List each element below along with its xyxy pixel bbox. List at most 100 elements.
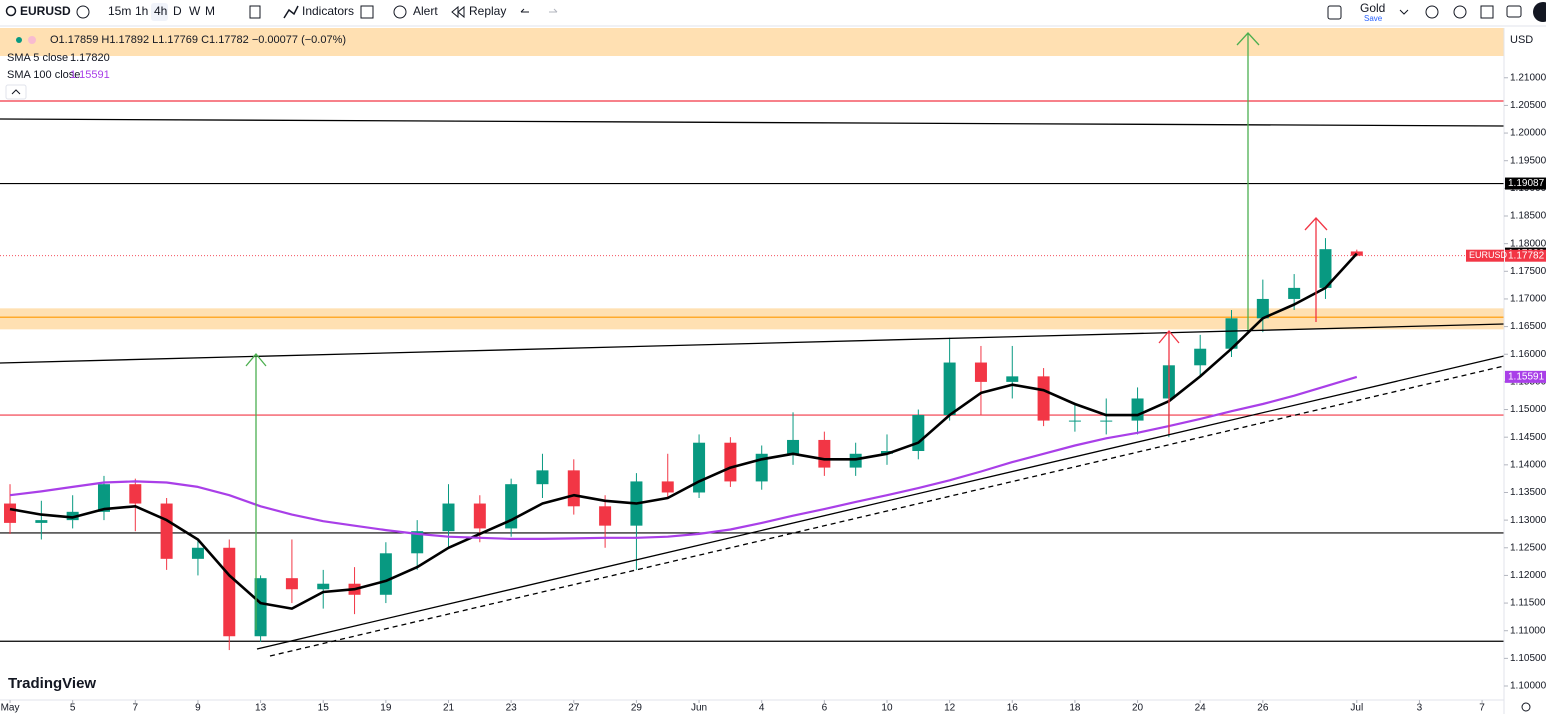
templates[interactable] [360, 5, 374, 19]
candle-body [1319, 249, 1332, 288]
alert-icon[interactable] [393, 5, 407, 19]
x-tick-label: 13 [255, 703, 267, 714]
interval[interactable]: 1h [135, 4, 148, 18]
interval[interactable]: M [205, 4, 215, 18]
y-tick-label: 1.13500 [1510, 487, 1546, 498]
x-tick-label: 5 [70, 703, 76, 714]
x-tick-label: 20 [1132, 703, 1144, 714]
sma100-label: SMA 100 close [7, 69, 80, 81]
replay-icon[interactable] [451, 5, 465, 19]
x-tick-label: 16 [1007, 703, 1019, 714]
candle-body [191, 547, 204, 559]
y-tick-label: 1.14000 [1510, 459, 1546, 470]
symbol[interactable]: EURUSD [20, 4, 71, 18]
y-tick-label: 1.16500 [1510, 321, 1546, 332]
y-tick-label: 1.17000 [1510, 294, 1546, 305]
trend-line [256, 355, 1505, 650]
y-tick-label: 1.20500 [1510, 100, 1546, 111]
y-tick-label: 1.14500 [1510, 432, 1546, 443]
currency[interactable]: USD [1510, 34, 1533, 46]
x-tick-label: 15 [318, 703, 330, 714]
candle-body [254, 578, 267, 637]
sma-line [9, 252, 1358, 610]
x-tick-label: May [1, 703, 20, 714]
x-tick-label: 9 [195, 703, 201, 714]
x-tick-label: 23 [506, 703, 518, 714]
price-zone [0, 308, 1504, 330]
candle-body [818, 439, 831, 468]
x-tick-label: 7 [1479, 703, 1485, 714]
candle-body [1100, 420, 1113, 422]
market-status [16, 37, 22, 43]
layout-save[interactable]: Save [1364, 14, 1383, 23]
sma5-label: SMA 5 close [7, 52, 68, 64]
fullscreen[interactable] [1480, 5, 1494, 19]
candle-body [473, 503, 486, 529]
price-badge-label: 1.17782 [1508, 250, 1545, 261]
symbol-badge-label: EURUSD [1469, 250, 1508, 260]
candle-body [1131, 398, 1144, 421]
y-tick-label: 1.18000 [1510, 238, 1546, 249]
arrow-up [245, 352, 267, 630]
x-tick-label: 19 [380, 703, 392, 714]
indicators-icon[interactable] [283, 5, 299, 19]
undo[interactable] [520, 8, 529, 13]
y-tick-label: 1.11000 [1510, 625, 1546, 636]
symbol-badge [1466, 249, 1504, 262]
interval[interactable]: 15m [108, 4, 131, 18]
y-tick-label: 1.21000 [1510, 72, 1546, 83]
legend-highlight [0, 28, 1504, 56]
x-tick-label: 27 [568, 703, 580, 714]
indicators-button[interactable]: Indicators [302, 4, 354, 18]
candle-body [35, 520, 48, 523]
sma-line [9, 375, 1358, 540]
search-icon[interactable] [5, 5, 17, 17]
candle-body [787, 439, 800, 454]
candle-body [599, 506, 612, 526]
axis-settings[interactable] [1521, 702, 1531, 712]
candle-body [97, 484, 110, 512]
x-tick-label: 7 [133, 703, 139, 714]
layout-menu[interactable] [1399, 9, 1409, 15]
interval[interactable]: W [189, 4, 201, 18]
candle-body [129, 484, 142, 504]
candle-body [1350, 251, 1363, 256]
settings[interactable] [1453, 5, 1467, 19]
layout-name[interactable]: Gold [1360, 1, 1385, 15]
interval[interactable]: 4h [154, 4, 167, 18]
candle-body [912, 415, 925, 452]
candle-body [1006, 376, 1019, 382]
arrow-up [1304, 217, 1328, 322]
brand-logo: TradingView [8, 675, 96, 692]
candle-body [849, 453, 862, 468]
interval[interactable]: D [173, 4, 182, 18]
candle-body [4, 503, 17, 523]
redo[interactable] [549, 8, 558, 13]
snapshot[interactable] [1506, 5, 1522, 18]
add-symbol[interactable] [76, 5, 90, 19]
collapse-legend[interactable] [5, 84, 27, 100]
y-tick-label: 1.10500 [1510, 653, 1546, 664]
replay-button[interactable]: Replay [469, 4, 506, 18]
y-tick-label: 1.18500 [1510, 211, 1546, 222]
price-badge-label: 1.19087 [1508, 178, 1545, 189]
candle-body [160, 503, 173, 559]
price-badge [1505, 370, 1546, 383]
chart-type[interactable] [249, 5, 261, 19]
x-tick-label: 21 [443, 703, 455, 714]
y-tick-label: 1.19500 [1510, 155, 1546, 166]
x-tick-label: 26 [1257, 703, 1269, 714]
layout-icon[interactable] [1327, 5, 1342, 20]
y-tick-label: 1.12500 [1510, 542, 1546, 553]
profile[interactable] [1533, 2, 1546, 22]
drawings [0, 32, 1505, 657]
toolbar [0, 0, 1546, 26]
arrow-up [1158, 329, 1180, 434]
candle-body [66, 511, 79, 521]
quick-search[interactable] [1425, 5, 1439, 19]
candle-body [974, 362, 987, 382]
candle-body [379, 553, 392, 595]
alert-button[interactable]: Alert [413, 4, 438, 18]
x-tick-label: Jul [1350, 703, 1363, 714]
